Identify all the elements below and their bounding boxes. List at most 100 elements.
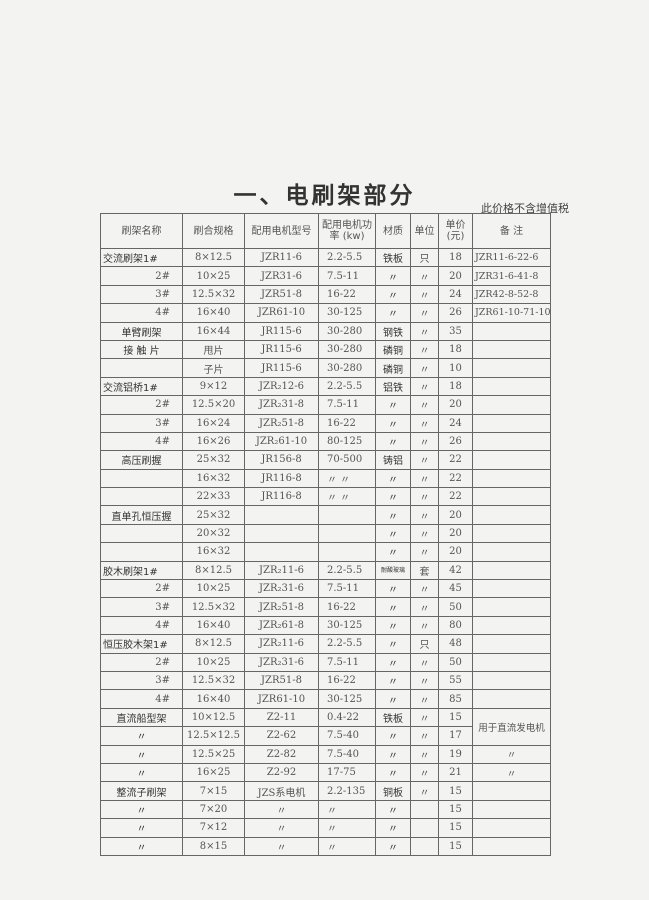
cell-motor-model: 〃 bbox=[244, 836, 319, 856]
cell-motor-power: 7.5-40 bbox=[318, 744, 376, 764]
cell-material: 磷铜 bbox=[375, 339, 411, 360]
cell-material: 〃 bbox=[375, 579, 411, 599]
table-row: 〃 8×15 〃〃〃 15 bbox=[100, 836, 551, 856]
cell-unit: 〃 bbox=[410, 303, 439, 323]
cell-material: 〃 bbox=[375, 634, 411, 654]
cell-material: 〃 bbox=[375, 726, 411, 746]
cell-name: 4# bbox=[100, 615, 183, 636]
cell-spec: 16×44 bbox=[182, 321, 245, 341]
cell-name: 〃 bbox=[100, 836, 183, 856]
cell-motor-model: JR115-6 bbox=[244, 339, 319, 360]
cell-material: 〃 bbox=[375, 689, 411, 709]
cell-spec: 10×25 bbox=[182, 579, 245, 599]
cell-remarks: JZR31-6-41-8 bbox=[472, 266, 551, 286]
cell-unit: 只 bbox=[410, 634, 439, 654]
cell-name: 整流子刷架 bbox=[100, 781, 183, 801]
cell-material: 〃 bbox=[375, 836, 411, 856]
cell-unit: 〃 bbox=[410, 339, 439, 360]
cell-material: 〃 bbox=[375, 799, 411, 820]
cell-material: 〃 bbox=[375, 652, 411, 672]
cell-motor-power: 16-22 bbox=[318, 670, 376, 691]
table-row: 交流铝桥1# 9×12 JZR₂12-6 2.2-5.5 铝铁〃 18 bbox=[100, 376, 551, 397]
cell-price: 21 bbox=[438, 762, 473, 783]
cell-name bbox=[100, 487, 183, 507]
cell-unit: 〃 bbox=[410, 468, 439, 489]
cell-unit: 〃 bbox=[410, 321, 439, 341]
cell-price: 20 bbox=[438, 523, 473, 544]
cell-unit: 〃 bbox=[410, 744, 439, 764]
cell-name: 2# bbox=[100, 579, 183, 599]
cell-motor-power: 30-280 bbox=[318, 339, 376, 360]
cell-motor-power: 2.2-5.5 bbox=[318, 634, 376, 654]
cell-spec: 10×12.5 bbox=[182, 707, 245, 728]
header-unit: 单位 bbox=[410, 213, 439, 249]
header-remarks: 备 注 bbox=[472, 213, 551, 249]
cell-spec: 16×40 bbox=[182, 689, 245, 709]
cell-motor-power: 7.5-11 bbox=[318, 395, 376, 415]
cell-price: 17 bbox=[438, 726, 473, 746]
cell-remarks bbox=[472, 413, 551, 433]
cell-motor-power: 2.2-5.5 bbox=[318, 247, 376, 268]
cell-motor-model: JR115-6 bbox=[244, 321, 319, 341]
table-row: 〃 16×25 Z2-92 17-75 〃〃 21 〃 bbox=[100, 762, 551, 783]
cell-name: 交流刷架1# bbox=[100, 247, 183, 268]
table-row: 4# 16×40 JZR₂61-8 30-125 〃〃 80 bbox=[100, 615, 551, 636]
cell-motor-power bbox=[318, 505, 376, 525]
cell-spec: 7×15 bbox=[182, 781, 245, 801]
cell-name: 〃 bbox=[100, 744, 183, 764]
table-row: 16×32 〃〃 20 bbox=[100, 542, 551, 562]
cell-motor-model: JZR₂31-6 bbox=[244, 652, 319, 672]
cell-unit: 〃 bbox=[410, 413, 439, 433]
cell-remarks bbox=[472, 615, 551, 636]
cell-motor-model: JZR₂51-8 bbox=[244, 597, 319, 617]
cell-motor-power: 30-125 bbox=[318, 689, 376, 709]
cell-spec: 12.5×20 bbox=[182, 395, 245, 415]
cell-remarks bbox=[472, 799, 551, 820]
table-row: 2# 12.5×20 JZR₂31-8 7.5-11 〃〃 20 bbox=[100, 395, 551, 415]
page-title: 一、电刷架部分 bbox=[233, 183, 416, 209]
cell-motor-model: Z2-11 bbox=[244, 707, 319, 728]
cell-remarks bbox=[472, 670, 551, 691]
cell-remarks: 用于直流发电机 bbox=[472, 707, 551, 746]
cell-unit: 套 bbox=[410, 560, 439, 581]
cell-name: 3# bbox=[100, 670, 183, 691]
cell-name: 单臂刷架 bbox=[100, 321, 183, 341]
cell-spec: 8×12.5 bbox=[182, 634, 245, 654]
price-table: 刷架名称 刷合规格 配用电机型号 配用电机功率 (kw) 材质 单位 单价(元)… bbox=[100, 213, 551, 856]
cell-unit: 〃 bbox=[410, 266, 439, 286]
table-row: 2# 10×25 JZR₂31-6 7.5-11 〃〃 50 bbox=[100, 652, 551, 672]
table-row: 高压刷握 25×32 JR156-8 70-500 铸铝〃 22 bbox=[100, 450, 551, 470]
cell-motor-model: 〃 bbox=[244, 818, 319, 838]
cell-name: 4# bbox=[100, 431, 183, 452]
header-name: 刷架名称 bbox=[100, 213, 183, 249]
cell-remarks bbox=[472, 523, 551, 544]
cell-name bbox=[100, 358, 183, 378]
cell-price: 50 bbox=[438, 597, 473, 617]
cell-motor-power: 〃 bbox=[318, 799, 376, 820]
cell-material: 〃 bbox=[375, 303, 411, 323]
cell-unit: 〃 bbox=[410, 376, 439, 397]
cell-name: 高压刷握 bbox=[100, 450, 183, 470]
cell-motor-model: JZR₂61-10 bbox=[244, 431, 319, 452]
cell-motor-model: JZR51-8 bbox=[244, 670, 319, 691]
cell-motor-power: 80-125 bbox=[318, 431, 376, 452]
table-row: 22×33 JR116-8 〃 〃〃〃 22 bbox=[100, 487, 551, 507]
cell-unit: 〃 bbox=[410, 358, 439, 378]
table-row: 子片 JR115-6 30-280 磷铜〃 10 bbox=[100, 358, 551, 378]
cell-price: 24 bbox=[438, 413, 473, 433]
cell-spec: 12.5×32 bbox=[182, 670, 245, 691]
cell-name bbox=[100, 468, 183, 489]
cell-motor-model: JR156-8 bbox=[244, 450, 319, 470]
cell-unit: 〃 bbox=[410, 726, 439, 746]
cell-material: 〃 bbox=[375, 762, 411, 783]
cell-remarks bbox=[472, 505, 551, 525]
cell-material: 耐酸玻璃 bbox=[375, 560, 411, 581]
cell-remarks bbox=[472, 376, 551, 397]
table-row: 3# 12.5×32 JZR51-8 16-22 〃〃 24 JZR42-8-52-8 bbox=[100, 284, 551, 305]
cell-material: 磷铜 bbox=[375, 358, 411, 378]
cell-name: 3# bbox=[100, 284, 183, 305]
cell-motor-power bbox=[318, 523, 376, 544]
table-row: 20×32 〃〃 20 bbox=[100, 523, 551, 544]
cell-price: 35 bbox=[438, 321, 473, 341]
cell-motor-power: 70-500 bbox=[318, 450, 376, 470]
